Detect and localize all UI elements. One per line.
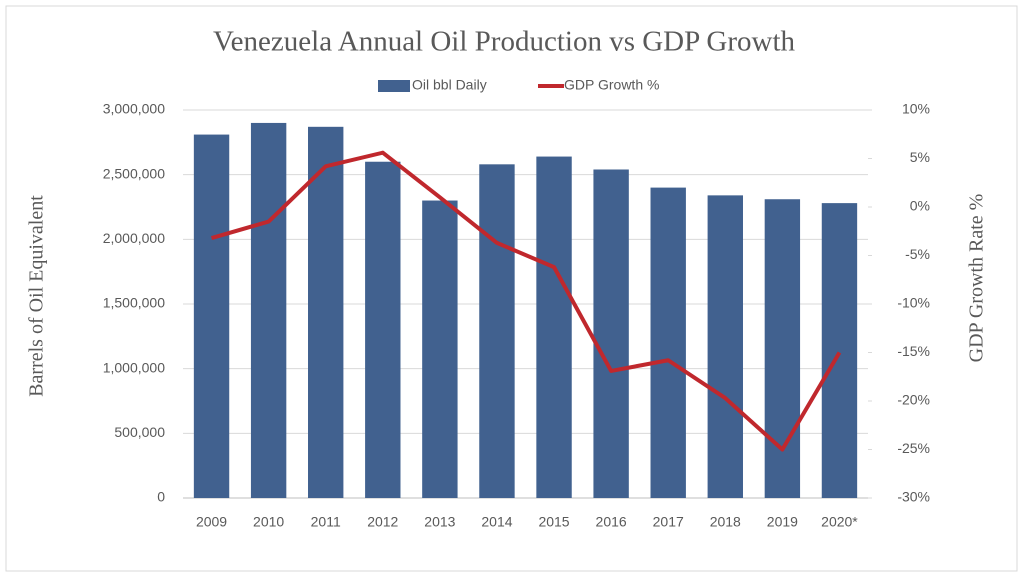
y2-tick-label: -15%: [897, 343, 930, 359]
bar: [536, 156, 572, 498]
x-tick-label: 2019: [767, 514, 798, 530]
y-tick-label: 3,000,000: [103, 101, 165, 117]
x-tick-label: 2012: [367, 514, 398, 530]
y-tick-label: 0: [157, 489, 165, 505]
line: [210, 150, 842, 452]
y2-tick-label: 0%: [910, 198, 930, 214]
y-axis-title: Barrels of Oil Equivalent: [26, 195, 48, 397]
bar: [308, 126, 344, 499]
bar: [422, 200, 458, 499]
y2-tick-label: 5%: [910, 149, 930, 165]
legend-swatch: [378, 80, 410, 92]
x-tick-label: 2018: [710, 514, 741, 530]
y2-axis-title: GDP Growth Rate %: [966, 194, 988, 363]
y2-tick-label: 10%: [902, 101, 930, 117]
bar: [593, 169, 629, 498]
y2-tick-label: -20%: [897, 392, 930, 408]
bar: [250, 122, 287, 498]
x-tick-label: 2020*: [821, 514, 858, 530]
x-tick-label: 2009: [196, 514, 227, 530]
x-tick-label: 2013: [424, 514, 455, 530]
chart-title: Venezuela Annual Oil Production vs GDP G…: [213, 26, 796, 58]
legend-label: GDP Growth %: [564, 77, 659, 93]
bar: [193, 134, 230, 498]
x-tick-label: 2015: [538, 514, 569, 530]
legend-label: Oil bbl Daily: [412, 77, 487, 93]
y2-tick-label: -30%: [897, 489, 930, 505]
x-tick-label: 2011: [311, 514, 341, 530]
bar: [764, 199, 801, 499]
y2-tick-label: -25%: [897, 440, 930, 456]
x-tick-label: 2014: [481, 514, 512, 530]
bar: [650, 187, 686, 498]
bar: [479, 164, 515, 498]
bar: [365, 161, 401, 498]
y2-tick-label: -5%: [905, 246, 930, 262]
y-tick-label: 500,000: [114, 424, 165, 440]
bar: [821, 203, 858, 498]
y-tick-label: 2,500,000: [103, 165, 165, 181]
x-tick-label: 2010: [253, 514, 284, 530]
y-tick-label: 2,000,000: [103, 230, 165, 246]
y2-tick-label: -10%: [897, 295, 930, 311]
y-tick-label: 1,500,000: [103, 295, 165, 311]
bar: [707, 195, 743, 499]
y-tick-label: 1,000,000: [103, 359, 165, 375]
x-tick-label: 2016: [596, 514, 627, 530]
x-tick-label: 2017: [653, 514, 684, 530]
